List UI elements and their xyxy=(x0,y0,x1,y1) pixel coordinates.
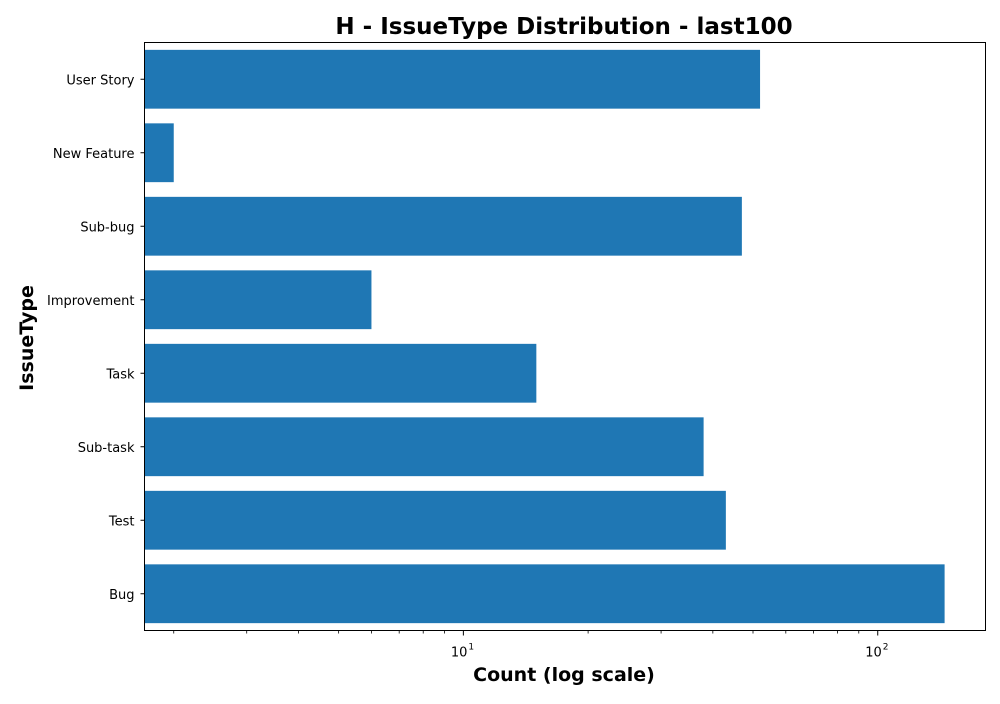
y-axis-label: IssueType xyxy=(16,285,38,391)
y-tick-label-new-feature: New Feature xyxy=(53,147,135,162)
x-tick-label-10: 10 1 xyxy=(451,643,474,661)
x-tick-exponent: 2 xyxy=(883,643,889,653)
y-tick-label-sub-bug: Sub-bug xyxy=(80,220,134,235)
x-tick-base: 10 xyxy=(451,646,468,661)
plot-frame xyxy=(144,42,986,631)
y-tick-label-sub-task: Sub-task xyxy=(78,441,135,456)
bar-sub-bug xyxy=(144,196,742,256)
bars-layer xyxy=(144,49,945,624)
bar-bug xyxy=(144,564,945,624)
x-tick-exponent: 1 xyxy=(468,643,474,653)
chart-title: H - IssueType Distribution - last100 xyxy=(335,14,792,40)
x-tick-base: 10 xyxy=(865,646,882,661)
bar-improvement xyxy=(144,270,372,330)
y-tick-label-improvement: Improvement xyxy=(47,294,134,309)
bar-user-story xyxy=(144,49,761,109)
bar-new-feature xyxy=(144,123,174,183)
bar-test xyxy=(144,490,726,550)
bar-sub-task xyxy=(144,417,704,477)
x-axis-ticks: 10 1 10 2 xyxy=(173,630,888,661)
bar-task xyxy=(144,343,537,403)
x-axis-label: Count (log scale) xyxy=(473,664,655,686)
y-axis-ticks: Bug Test Sub-task Task Improvement Sub-bug New… xyxy=(47,73,145,603)
y-tick-label-task: Task xyxy=(105,367,135,382)
x-tick-label-100: 10 2 xyxy=(865,643,888,661)
y-tick-label-user-story: User Story xyxy=(66,73,134,88)
y-tick-label-test: Test xyxy=(108,514,135,529)
y-tick-label-bug: Bug xyxy=(109,588,134,603)
